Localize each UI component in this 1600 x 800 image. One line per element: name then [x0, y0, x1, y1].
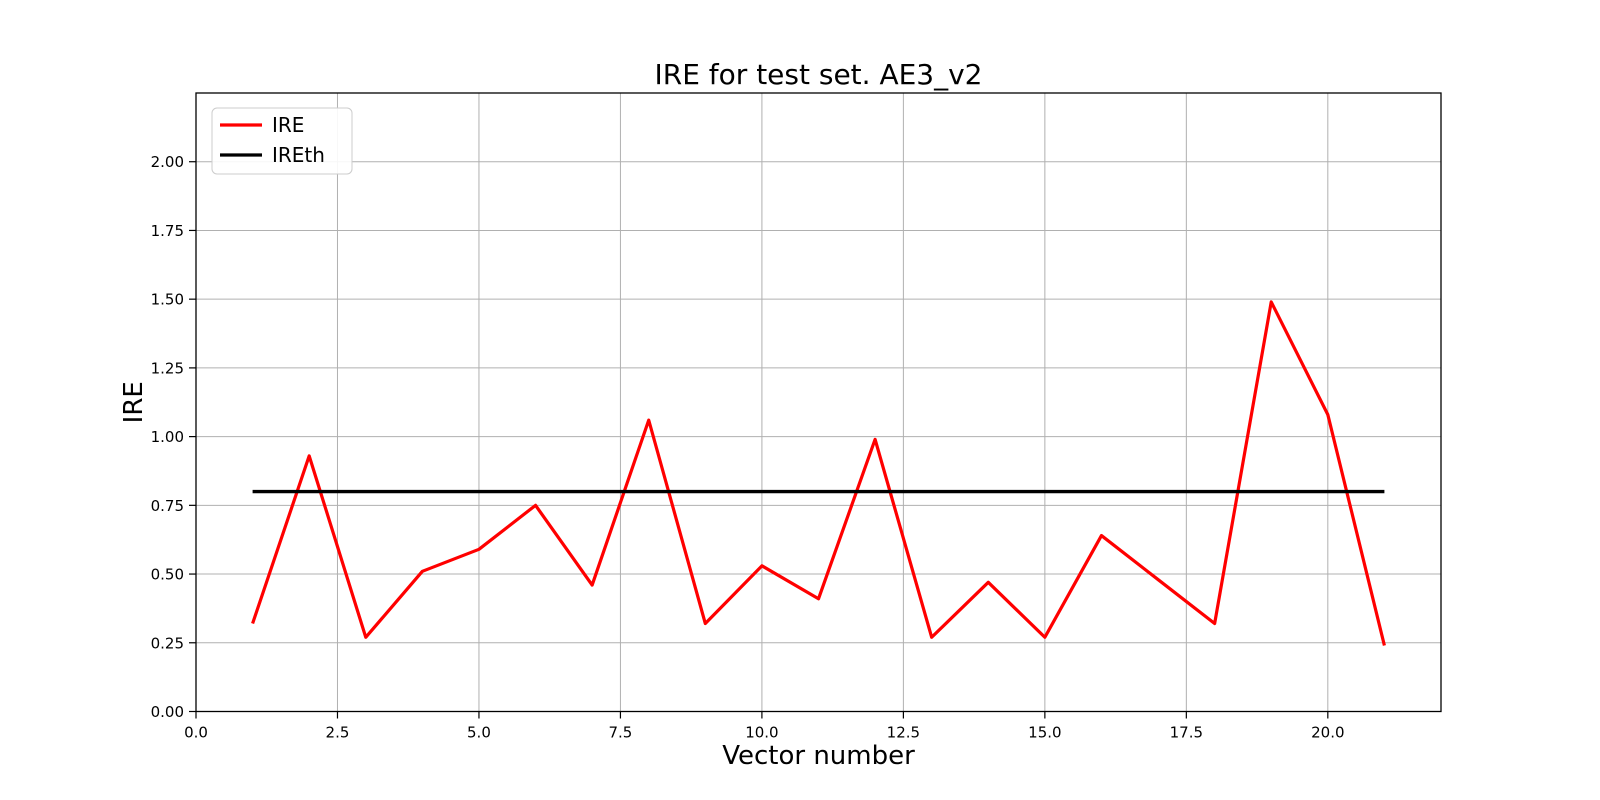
legend: IRE IREth: [211, 107, 353, 175]
x-tick-label: 15.0: [1028, 724, 1061, 742]
y-tick-label: 1.50: [151, 291, 184, 309]
legend-label-ire: IRE: [272, 113, 304, 137]
y-axis-label: IRE: [119, 381, 149, 423]
y-tick-label: 0.25: [151, 634, 184, 652]
x-tick-label: 0.0: [184, 724, 208, 742]
legend-label-ireth: IREth: [272, 143, 325, 167]
series-line-IRE: [251, 300, 1386, 646]
y-tick-label: 1.75: [151, 222, 184, 240]
x-tick-label: 20.0: [1311, 724, 1344, 742]
x-tick-label: 2.5: [326, 724, 350, 742]
tick-layer: 0.0 2.5 5.0 7.5 10.0 12.5 15.0 17.5 20.0 0.00 0.25…: [151, 153, 1345, 741]
x-axis-label: Vector number: [722, 741, 915, 771]
y-tick-label: 0.50: [151, 566, 184, 584]
x-tick-label: 5.0: [467, 724, 491, 742]
series-layer: [251, 300, 1386, 646]
y-tick-label: 0.00: [151, 703, 184, 721]
y-tick-label: 0.75: [151, 497, 184, 515]
plot-border: [195, 92, 1442, 713]
x-tick-label: 10.0: [745, 724, 778, 742]
x-tick-label: 7.5: [609, 724, 633, 742]
y-tick-label: 1.00: [151, 428, 184, 446]
grid: [195, 93, 1441, 712]
chart-title: IRE for test set. AE3_v2: [654, 58, 982, 91]
y-tick-label: 1.25: [151, 359, 184, 377]
x-tick-label: 17.5: [1170, 724, 1203, 742]
y-tick-label: 2.00: [151, 153, 184, 171]
x-tick-label: 12.5: [887, 724, 920, 742]
